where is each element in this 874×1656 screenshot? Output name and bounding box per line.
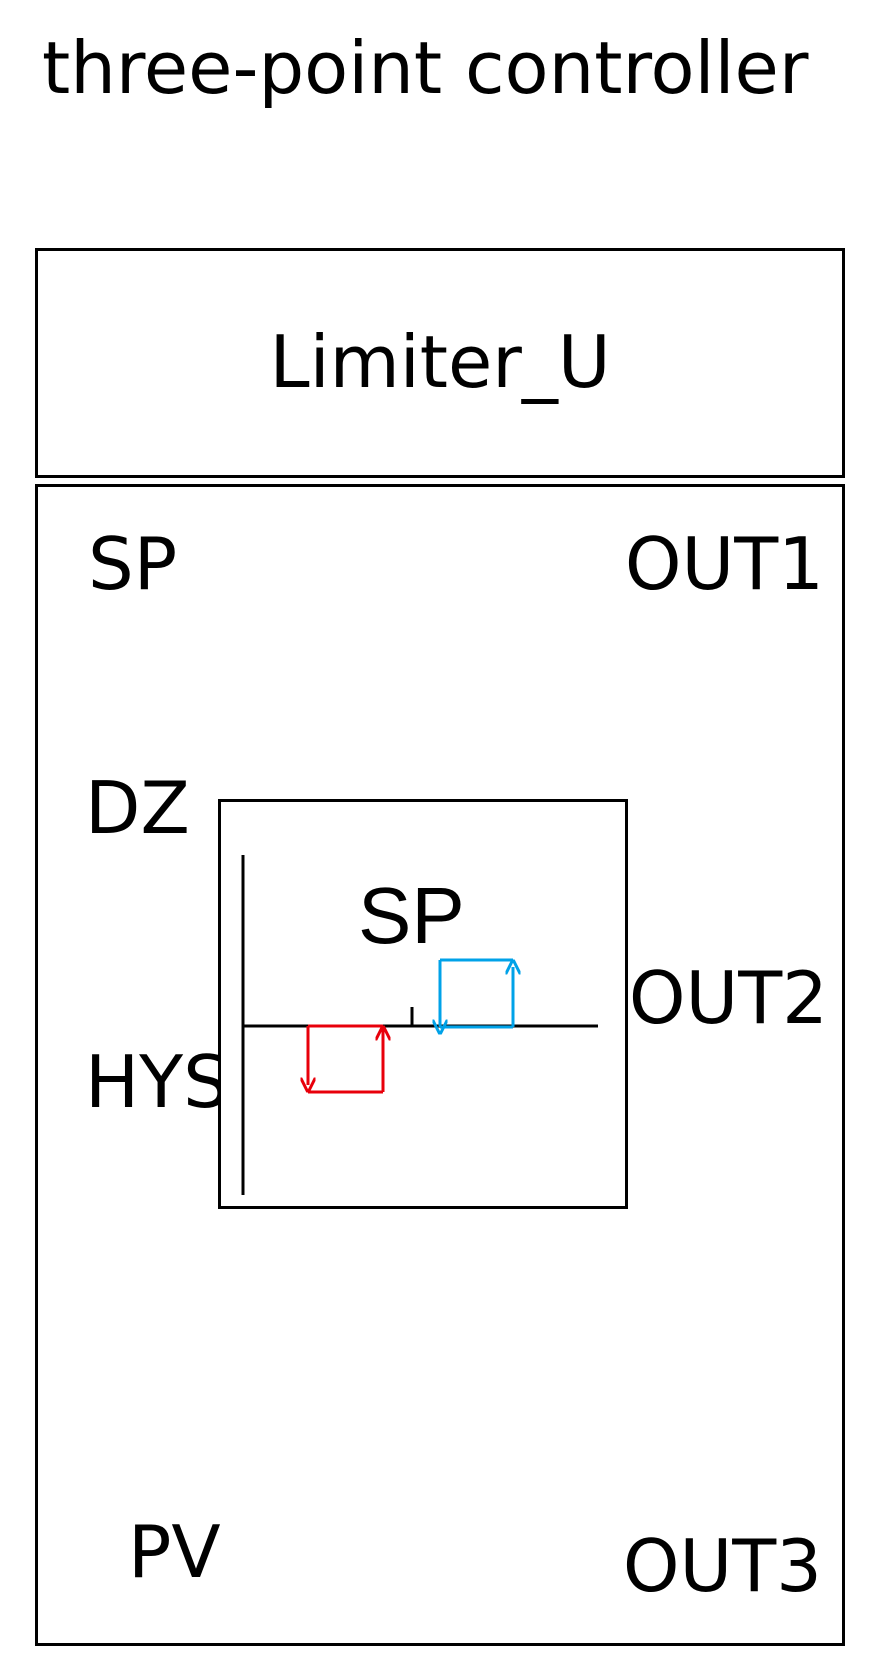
diagram-title: three-point controller xyxy=(42,26,809,110)
characteristic-graph-frame xyxy=(218,799,628,1209)
output-port-out2: OUT2 xyxy=(628,956,828,1040)
output-port-out3: OUT3 xyxy=(622,1524,822,1608)
input-port-dz: DZ xyxy=(85,766,190,850)
input-port-pv: PV xyxy=(128,1510,221,1594)
limiter-block: Limiter_U xyxy=(35,248,845,478)
input-port-sp: SP xyxy=(88,522,178,606)
characteristic-graph xyxy=(241,855,598,1195)
output-port-out1: OUT1 xyxy=(624,522,824,606)
input-port-hys: HYS xyxy=(85,1040,229,1124)
graph-setpoint-label: SP xyxy=(358,871,465,960)
upper-hysteresis-loop xyxy=(440,958,513,1027)
limiter-label: Limiter_U xyxy=(269,320,611,404)
controller-block xyxy=(35,484,845,1646)
lower-hysteresis-loop xyxy=(308,1024,383,1094)
